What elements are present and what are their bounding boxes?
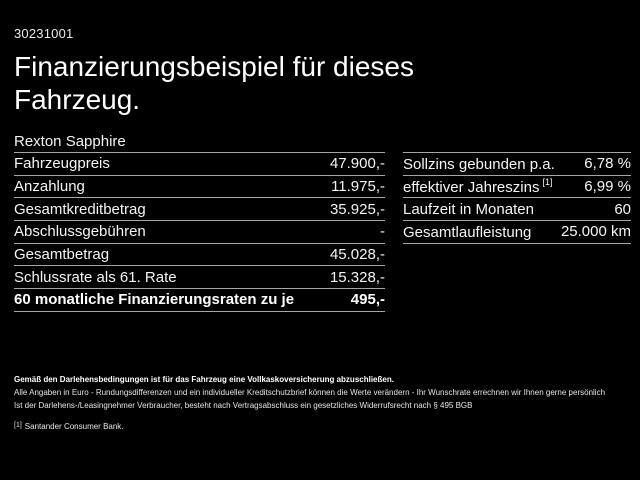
row-value: 47.900,- xyxy=(329,155,385,173)
row-label: Schlussrate als 61. Rate xyxy=(14,268,177,286)
row-value: 15.328,- xyxy=(329,268,385,286)
row-label: Gesamtkreditbetrag xyxy=(14,200,146,218)
footnote-marker: [1] xyxy=(14,422,22,429)
row-value: 495,- xyxy=(350,291,385,309)
vehicle-name: Rexton Sapphire xyxy=(14,133,126,150)
table-row: Fahrzeugpreis 47.900,- xyxy=(14,153,385,176)
footnote-marker: [1] xyxy=(542,176,553,187)
row-value: 25.000 km xyxy=(560,223,631,241)
row-label: effektiver Jahreszins [1] xyxy=(403,176,553,196)
table-row: Schlussrate als 61. Rate 15.328,- xyxy=(14,266,385,290)
row-label: Sollzins gebunden p.a. xyxy=(403,155,555,173)
row-value: 35.925,- xyxy=(329,200,385,218)
row-value: 11.975,- xyxy=(331,178,385,196)
row-value: 6,78 % xyxy=(584,155,631,173)
legal-line-insurance: Gemäß den Darlehensbedingungen ist für d… xyxy=(14,375,394,384)
row-value: 60 xyxy=(614,200,631,218)
footnote-bank: [1] Santander Consumer Bank. xyxy=(14,419,634,433)
table-row: Anzahlung 11.975,- xyxy=(14,176,385,199)
row-label: Gesamtbetrag xyxy=(14,246,110,264)
table-row: Abschlussgebühren - xyxy=(14,221,385,244)
table-row: Gesamtbetrag 45.028,- xyxy=(14,244,385,267)
row-label: Fahrzeugpreis xyxy=(14,155,110,173)
footnote-text: Santander Consumer Bank. xyxy=(24,422,124,431)
table-row: effektiver Jahreszins [1] 6,99 % xyxy=(403,176,631,199)
legal-line-disclaimer: Alle Angaben in Euro - Rundungsdifferenz… xyxy=(14,388,606,397)
table-row: Laufzeit in Monaten 60 xyxy=(403,198,631,222)
table-row: Sollzins gebunden p.a. 6,78 % xyxy=(403,153,631,176)
legal-fine-print: Gemäß den Darlehensbedingungen ist für d… xyxy=(14,373,634,433)
table-row: Gesamtkreditbetrag 35.925,- xyxy=(14,198,385,222)
row-label: 60 monatliche Finanzierungsraten zu je xyxy=(14,291,295,309)
row-label: Laufzeit in Monaten xyxy=(403,201,534,219)
document-number: 30231001 xyxy=(14,26,74,41)
finance-table: Fahrzeugpreis 47.900,- Anzahlung 11.975,… xyxy=(14,152,385,312)
row-label: Gesamtlaufleistung xyxy=(403,223,532,241)
row-value: - xyxy=(380,223,385,241)
row-value: 6,99 % xyxy=(584,178,631,196)
table-row: Gesamtlaufleistung 25.000 km xyxy=(403,221,631,244)
conditions-table: Sollzins gebunden p.a. 6,78 % effektiver… xyxy=(403,152,631,244)
table-row-monthly-rate: 60 monatliche Finanzierungsraten zu je 4… xyxy=(14,289,385,312)
row-label: Anzahlung xyxy=(14,178,85,196)
row-value: 45.028,- xyxy=(329,246,385,264)
legal-line-withdrawal: Ist der Darlehens-/Leasingnehmer Verbrau… xyxy=(14,401,473,410)
page-title: Finanzierungsbeispiel für dieses Fahrzeu… xyxy=(14,51,414,115)
row-label: Abschlussgebühren xyxy=(14,223,146,241)
